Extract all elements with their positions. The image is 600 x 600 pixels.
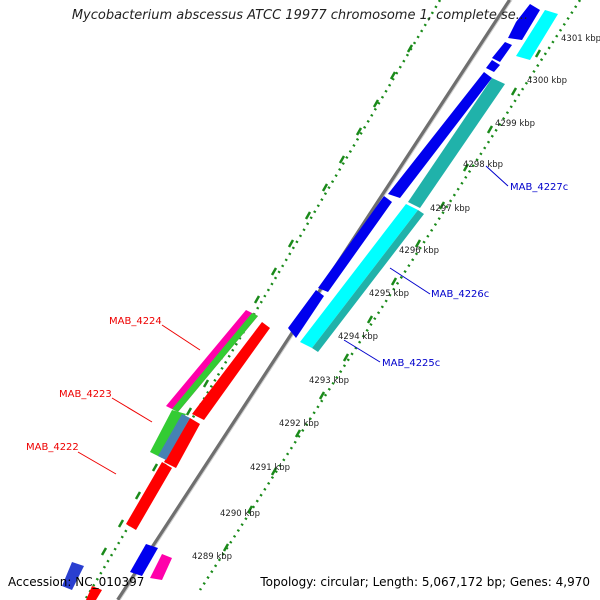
accession-label: Accession: — [8, 575, 72, 589]
gene-label-mab4224[interactable]: MAB_4224 — [109, 316, 162, 327]
gene-mab4223-steel[interactable] — [158, 414, 190, 460]
gene-teal-mab4227c[interactable] — [408, 78, 505, 208]
accession-info: Accession: NC_010397 — [8, 575, 144, 589]
gene-bottom-magenta[interactable] — [150, 554, 172, 580]
gene-mab4226c-blue[interactable] — [318, 196, 392, 292]
gene-blue-small-1[interactable] — [492, 42, 512, 62]
gene-mab4222-red[interactable] — [126, 462, 172, 530]
tick-label-4297: 4297 kbp — [430, 204, 470, 214]
accession-value: NC_010397 — [75, 575, 145, 589]
topology-info: Topology: circular; Length: 5,067,172 bp… — [260, 575, 590, 589]
gene-bottom-blue-2[interactable] — [62, 562, 84, 590]
gene-mab4224-red[interactable] — [192, 322, 270, 420]
gene-mab4224-green[interactable] — [172, 313, 258, 412]
tick-label-4290: 4290 kbp — [220, 509, 260, 519]
map-title: Mycobacterium abscessus ATCC 19977 chrom… — [71, 8, 529, 23]
reverse-strand-genes — [288, 4, 540, 338]
gene-bottom-blue-1[interactable] — [130, 544, 158, 576]
tick-label-4292: 4292 kbp — [279, 419, 319, 429]
tick-label-4298: 4298 kbp — [463, 160, 503, 170]
tick-label-4289: 4289 kbp — [192, 552, 232, 562]
outer-dotted-ring-right — [198, 0, 582, 591]
gene-cyan-mab4226c-edge — [312, 210, 424, 352]
gene-label-mab4226c[interactable]: MAB_4226c — [431, 289, 489, 300]
gene-mab4223-red[interactable] — [164, 418, 200, 468]
gene-labels-left: MAB_4224 MAB_4223 MAB_4222 — [26, 316, 201, 475]
gene-mab4225c-blue[interactable] — [288, 290, 324, 338]
gene-blue-small-2[interactable] — [486, 60, 500, 72]
gene-cyan-top[interactable] — [516, 10, 558, 60]
tick-dashes-right — [222, 49, 542, 552]
tick-label-4301: 4301 kbp — [561, 34, 600, 44]
tick-dashes-left — [100, 44, 414, 556]
gene-label-mab4225c[interactable]: MAB_4225c — [382, 358, 440, 369]
gene-label-mab4222[interactable]: MAB_4222 — [26, 442, 79, 453]
tick-label-4291: 4291 kbp — [250, 463, 290, 473]
tick-label-4295: 4295 kbp — [369, 289, 409, 299]
gene-label-mab4227c[interactable]: MAB_4227c — [510, 182, 568, 193]
tick-label-4300: 4300 kbp — [527, 76, 567, 86]
gene-blue-top[interactable] — [508, 4, 540, 40]
cyan-track-genes — [300, 10, 558, 352]
tick-label-4296: 4296 kbp — [399, 246, 439, 256]
gene-cyan-mab4226c[interactable] — [300, 204, 418, 348]
kbp-labels: 4289 kbp 4290 kbp 4291 kbp 4292 kbp 4293… — [192, 34, 600, 562]
tick-label-4294: 4294 kbp — [338, 332, 378, 342]
gene-mab4223-green[interactable] — [150, 410, 186, 458]
tick-label-4299: 4299 kbp — [495, 119, 535, 129]
gene-mab4227c-blue[interactable] — [388, 72, 492, 198]
tick-label-4293: 4293 kbp — [309, 376, 349, 386]
gene-labels-right: MAB_4227c MAB_4226c MAB_4225c — [343, 165, 568, 369]
forward-strand-genes — [62, 310, 270, 600]
gene-bottom-red[interactable] — [86, 586, 102, 600]
gene-label-mab4223[interactable]: MAB_4223 — [59, 389, 112, 400]
